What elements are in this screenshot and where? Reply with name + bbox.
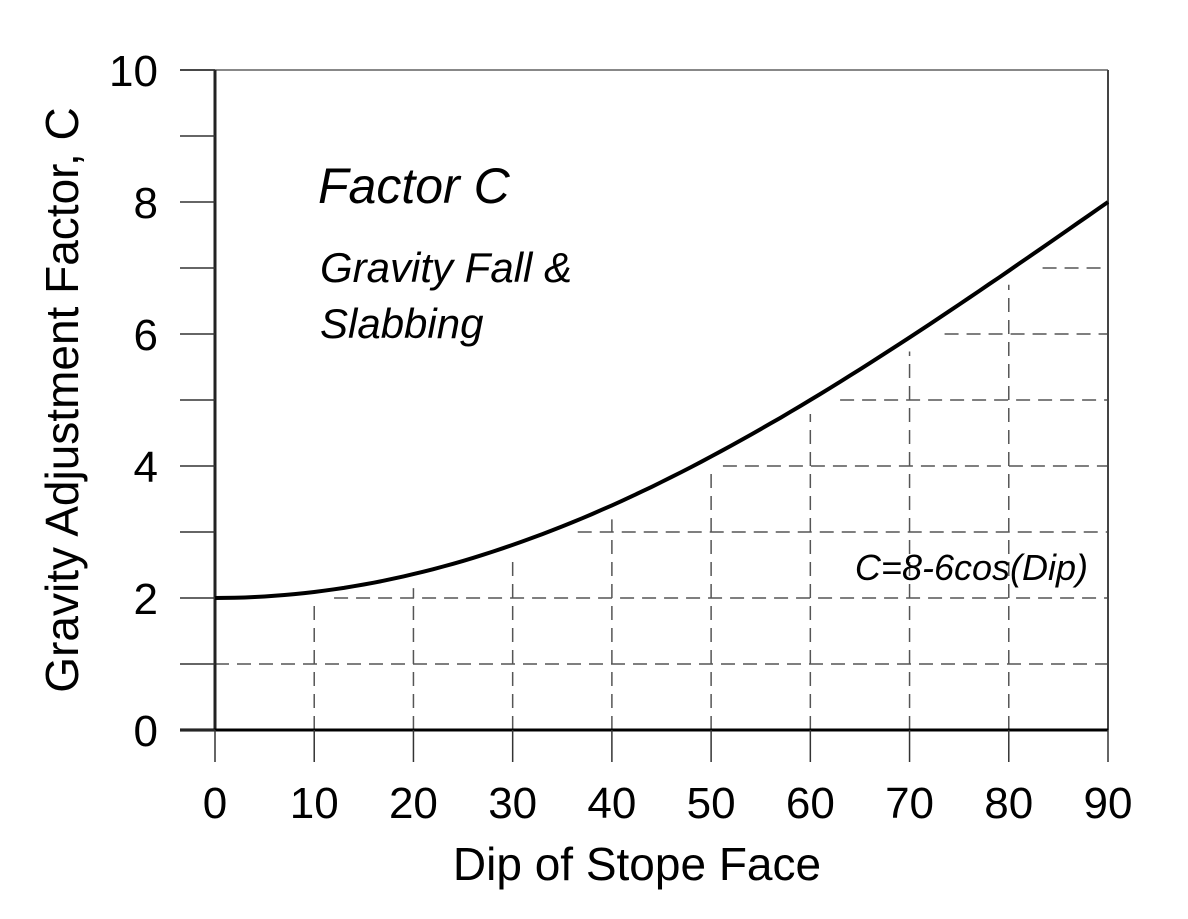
axis-ticks	[180, 69, 1109, 762]
x-tick-label: 0	[203, 779, 227, 828]
plot-frame	[180, 69, 1109, 732]
x-tick-label: 70	[885, 779, 934, 828]
grid-lines	[215, 267, 1108, 730]
x-tick-label: 90	[1084, 779, 1133, 828]
x-tick-label: 40	[587, 779, 636, 828]
y-tick-label: 6	[134, 311, 158, 360]
y-tick-label: 8	[134, 179, 158, 228]
annotation-equation: C=8-6cos(Dip)	[855, 547, 1088, 588]
y-tick-label: 2	[134, 575, 158, 624]
annotation-subtitle-2: Slabbing	[320, 300, 483, 347]
annotation-title: Factor C	[318, 158, 511, 214]
y-tick-label: 0	[134, 707, 158, 756]
y-tick-labels: 0 2 4 6 8 10	[109, 47, 158, 756]
x-tick-label: 30	[488, 779, 537, 828]
x-tick-label: 10	[290, 779, 339, 828]
series-curve	[214, 200, 1110, 600]
y-tick-label: 10	[109, 47, 158, 96]
y-axis-label: Gravity Adjustment Factor, C	[36, 107, 88, 692]
y-tick-label: 4	[134, 443, 158, 492]
annotation-subtitle-1: Gravity Fall &	[320, 244, 572, 291]
x-tick-label: 60	[786, 779, 835, 828]
x-tick-labels: 0 10 20 30 40 50 60 70 80 90	[203, 779, 1133, 828]
x-tick-label: 50	[687, 779, 736, 828]
x-tick-label: 20	[389, 779, 438, 828]
x-axis-label: Dip of Stope Face	[453, 838, 821, 890]
x-tick-label: 80	[984, 779, 1033, 828]
